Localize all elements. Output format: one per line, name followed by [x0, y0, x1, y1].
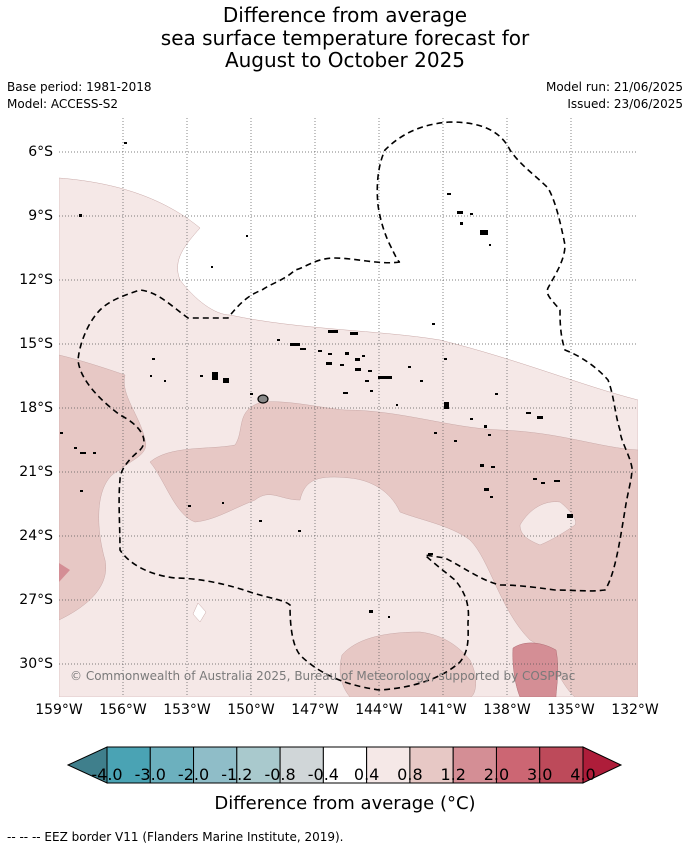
anomaly-region-dark-southeast — [512, 642, 559, 697]
title-line-2: sea surface temperature forecast for — [160, 25, 530, 50]
lon-label-138w: 138°W — [483, 702, 531, 718]
lat-label-24s: 24°S — [19, 528, 53, 544]
colorbar-tick-label: -0.8 — [264, 765, 296, 784]
lat-label-30s: 30°S — [19, 656, 53, 672]
title-line-1: Difference from average — [222, 3, 468, 27]
colorbar-tick-label: -4.0 — [91, 765, 123, 784]
colorbar-segment — [539, 746, 584, 784]
colorbar-tick-label: -1.2 — [221, 765, 253, 784]
chart-title: Difference from average sea surface temp… — [0, 4, 690, 72]
colorbar-tick-label: -3.0 — [134, 765, 166, 784]
model-name: Model: ACCESS-S2 — [7, 97, 119, 111]
colorbar-segment — [149, 746, 195, 784]
colorbar-tick-label: 4.0 — [570, 765, 596, 784]
meta-right: Model run: 21/06/2025 Issued: 23/06/2025 — [546, 79, 683, 113]
colorbar-tick-label: -2.0 — [177, 765, 210, 784]
islands — [60, 142, 573, 618]
colorbar-segments — [66, 746, 623, 784]
graticule — [59, 118, 638, 697]
issued-date: Issued: 23/06/2025 — [567, 97, 683, 111]
meta-left: Base period: 1981-2018 Model: ACCESS-S2 — [7, 79, 152, 113]
model-run: Model run: 21/06/2025 — [545, 80, 683, 94]
island-tahiti — [257, 394, 269, 404]
colorbar-tick-label: 1.2 — [440, 765, 466, 784]
lat-label-15s: 15°S — [19, 336, 53, 352]
lon-label-159w: 159°W — [35, 702, 83, 718]
lon-label-150w: 150°W — [227, 702, 275, 718]
lon-label-135w: 135°W — [547, 702, 595, 718]
neutral-patch — [192, 602, 207, 623]
lon-label-147w: 147°W — [291, 702, 339, 718]
lon-label-132w: 132°W — [611, 702, 659, 718]
colorbar-tick-label: -0.4 — [307, 765, 339, 784]
lat-label-12s: 12°S — [19, 272, 53, 288]
map-area — [59, 118, 638, 697]
colorbar-segment — [409, 746, 454, 784]
colorbar-tick-label: 2.0 — [483, 765, 510, 784]
copyright-note: © Commonwealth of Australia 2025, Bureau… — [70, 669, 576, 683]
colorbar-tick-label: 0.8 — [397, 765, 423, 784]
base-period: Base period: 1981-2018 — [7, 80, 152, 94]
lon-label-153w: 153°W — [163, 702, 211, 718]
colorbar-segment — [236, 746, 281, 784]
eez-footnote: -- -- -- EEZ border V11 (Flanders Marine… — [7, 830, 344, 844]
anomaly-region-dark-west — [59, 563, 70, 582]
colorbar-title: Difference from average (°C) — [214, 793, 476, 814]
title-line-3: August to October 2025 — [224, 48, 466, 72]
lon-label-141w: 141°W — [419, 702, 467, 718]
lat-label-6s: 6°S — [28, 144, 53, 160]
colorbar-tick-label: 3.0 — [526, 765, 553, 784]
eez-border — [77, 121, 633, 691]
lat-label-9s: 9°S — [28, 208, 53, 224]
colorbar-tick-label: 0.4 — [353, 765, 380, 784]
anomaly-region-medium — [59, 354, 147, 621]
lon-label-144w: 144°W — [355, 702, 403, 718]
anomaly-region-medium-south — [339, 631, 476, 697]
lat-label-21s: 21°S — [19, 464, 53, 480]
anomaly-patch-light-east — [519, 501, 576, 546]
anomaly-region-medium-east — [149, 401, 638, 697]
colorbar-segment — [322, 746, 368, 784]
colorbar-extend-high — [582, 746, 623, 784]
lat-label-27s: 27°S — [19, 592, 53, 608]
colorbar-segment — [279, 746, 324, 784]
lat-label-18s: 18°S — [19, 400, 53, 416]
lon-label-156w: 156°W — [99, 702, 147, 718]
